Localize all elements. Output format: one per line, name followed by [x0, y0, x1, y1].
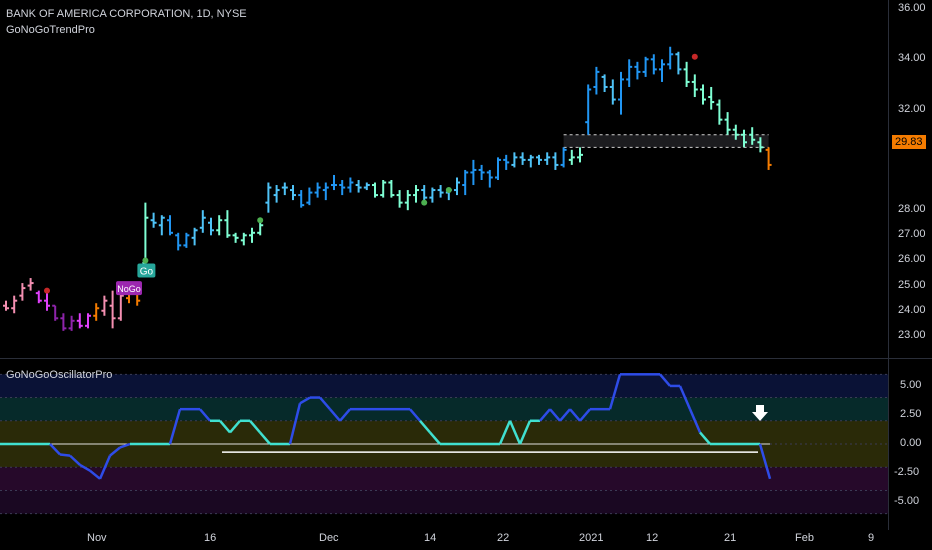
signal-dot: [142, 257, 149, 264]
oscillator-line-segment: [518, 420, 532, 445]
resistance-zone: [563, 134, 769, 148]
go-marker: [137, 263, 156, 278]
symbol-title: BANK OF AMERICA CORPORATION, 1D, NYSE: [6, 8, 247, 20]
oscillator-line-segment: [758, 443, 772, 480]
oscillator-line-segment: [229, 419, 241, 434]
oscillator-line-segment: [329, 408, 341, 422]
price-tick-label: 36.00: [898, 2, 926, 15]
price-tick-label: 24.00: [898, 303, 926, 316]
oscillator-indicator-label[interactable]: GoNoGoOscillatorPro: [6, 369, 113, 381]
oscillator-line-segment: [498, 420, 512, 445]
oscillator-line-segment: [299, 396, 311, 405]
nogo-marker-text: NoGo: [117, 284, 141, 294]
time-tick-label: Feb: [795, 532, 814, 544]
oscillator-line-segment: [109, 446, 121, 457]
last-price-tag: 29.83: [892, 135, 926, 149]
oscillator-band: [0, 444, 888, 468]
oscillator-line-segment: [579, 408, 591, 422]
oscillator-band: [0, 420, 888, 444]
time-tick-label: 2021: [579, 532, 604, 544]
oscillator-line-segment: [259, 431, 271, 445]
signal-dot: [44, 287, 50, 294]
oscillator-line-segment: [569, 408, 581, 422]
oscillator-line-segment: [549, 408, 561, 422]
trend-indicator-label[interactable]: GoNoGoTrendPro: [6, 24, 95, 36]
oscillator-tick-label: 0.00: [900, 437, 922, 449]
time-tick-label: 9: [868, 532, 875, 544]
oscillator-line-segment: [608, 373, 622, 410]
oscillator-line-segment: [49, 443, 61, 456]
oscillator-line-segment: [508, 420, 522, 445]
price-tick-label: 34.00: [898, 52, 926, 65]
oscillator-line-segment: [168, 408, 182, 445]
oscillator-line-segment: [539, 408, 551, 422]
price-tick-label: 23.00: [898, 328, 926, 341]
price-tick-label: 27.00: [898, 228, 926, 241]
oscillator-line-segment: [59, 453, 71, 457]
oscillator-line-segment: [678, 385, 692, 410]
price-tick-label: 32.00: [898, 102, 926, 115]
oscillator-line-segment: [119, 442, 131, 449]
signal-dot: [691, 53, 698, 60]
time-tick-label: 21: [724, 532, 737, 544]
oscillator-line-segment: [409, 408, 421, 422]
price-tick-label: 25.00: [898, 278, 926, 291]
signal-dot: [257, 217, 264, 224]
oscillator-line-segment: [79, 463, 91, 472]
oscillator-band: [0, 467, 888, 491]
oscillator-tick-label: 2.50: [900, 407, 922, 420]
oscillator-line-segment: [249, 419, 261, 434]
oscillator-band: [0, 397, 888, 421]
oscillator-line-segment: [98, 455, 112, 480]
nogo-marker: [116, 281, 142, 296]
time-tick-label: Dec: [319, 532, 339, 544]
oscillator-band: [0, 490, 888, 514]
pane-divider[interactable]: [0, 358, 932, 359]
time-tick-label: 16: [204, 532, 217, 544]
oscillator-line-segment: [429, 431, 441, 445]
oscillator-line-segment: [659, 373, 671, 387]
time-tick-label: 14: [424, 532, 437, 544]
oscillator-line-segment: [219, 419, 231, 434]
time-tick-label: 12: [646, 532, 659, 544]
oscillator-line-segment: [699, 431, 711, 445]
oscillator-line-segment: [688, 408, 702, 433]
oscillator-tick-label: 5.00: [900, 378, 922, 391]
signal-dot: [421, 199, 428, 206]
oscillator-band: [0, 374, 888, 398]
signal-dot: [445, 187, 452, 194]
oscillator-tick-label: -5.00: [894, 495, 920, 508]
oscillator-line-segment: [199, 408, 211, 422]
oscillator-line-segment: [559, 408, 571, 422]
down-arrow-icon: [752, 405, 768, 421]
price-axis-border: [888, 0, 889, 530]
time-tick-label: Nov: [87, 532, 107, 544]
price-tick-label: 26.00: [898, 253, 926, 266]
oscillator-line-segment: [69, 454, 81, 466]
oscillator-line-segment: [419, 419, 431, 434]
oscillator-line-segment: [339, 408, 351, 422]
price-tick-label: 28.00: [898, 203, 926, 216]
time-tick-label: 22: [497, 532, 510, 544]
go-marker-text: Go: [140, 267, 154, 278]
oscillator-line-segment: [288, 403, 302, 445]
oscillator-line-segment: [319, 396, 331, 410]
oscillator-line-segment: [89, 469, 101, 480]
oscillator-tick-label: -2.50: [894, 466, 920, 479]
